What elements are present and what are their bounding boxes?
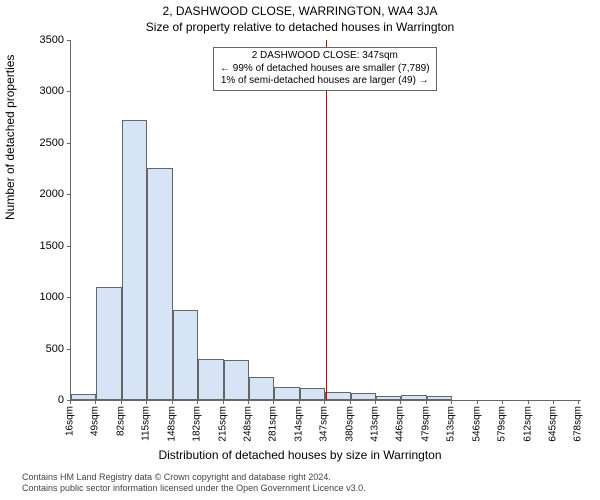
chart-title-address: 2, DASHWOOD CLOSE, WARRINGTON, WA4 3JA xyxy=(0,4,600,18)
histogram-bar xyxy=(325,392,350,400)
x-tick-label: 380sqm xyxy=(344,406,355,442)
y-tick-label: 1500 xyxy=(24,240,64,252)
histogram-bar xyxy=(71,394,96,400)
chart-title-subtitle: Size of property relative to detached ho… xyxy=(0,20,600,34)
histogram-bar xyxy=(274,387,299,400)
x-tick-mark xyxy=(350,400,351,404)
x-tick-label: 479sqm xyxy=(420,406,431,442)
y-tick-mark xyxy=(67,143,71,144)
y-tick-label: 2500 xyxy=(24,137,64,149)
x-tick-label: 513sqm xyxy=(446,406,457,442)
x-tick-label: 248sqm xyxy=(242,406,253,442)
x-tick-label: 678sqm xyxy=(573,406,584,442)
histogram-bar xyxy=(376,396,401,400)
x-tick-mark xyxy=(223,400,224,404)
x-axis-label: Distribution of detached houses by size … xyxy=(0,448,600,462)
y-tick-mark xyxy=(67,40,71,41)
x-tick-mark xyxy=(121,400,122,404)
x-tick-label: 612sqm xyxy=(522,406,533,442)
x-tick-mark xyxy=(70,400,71,404)
property-marker-line xyxy=(326,40,327,400)
x-tick-mark xyxy=(146,400,147,404)
x-tick-label: 82sqm xyxy=(115,406,126,436)
footer-line-2: Contains public sector information licen… xyxy=(22,483,366,494)
x-tick-mark xyxy=(324,400,325,404)
x-tick-label: 645sqm xyxy=(548,406,559,442)
y-tick-mark xyxy=(67,246,71,247)
y-tick-mark xyxy=(67,194,71,195)
x-tick-mark xyxy=(553,400,554,404)
x-tick-label: 281sqm xyxy=(268,406,279,442)
x-tick-mark xyxy=(273,400,274,404)
property-annotation: 2 DASHWOOD CLOSE: 347sqm← 99% of detache… xyxy=(213,47,437,91)
x-tick-mark xyxy=(248,400,249,404)
x-tick-label: 314sqm xyxy=(293,406,304,442)
x-tick-label: 347sqm xyxy=(319,406,330,442)
histogram-plot-area xyxy=(70,40,581,401)
x-tick-mark xyxy=(197,400,198,404)
histogram-bar xyxy=(427,396,452,400)
footer-line-1: Contains HM Land Registry data © Crown c… xyxy=(22,472,366,483)
x-tick-mark xyxy=(95,400,96,404)
x-tick-mark xyxy=(502,400,503,404)
y-tick-label: 3000 xyxy=(24,85,64,97)
y-tick-label: 2000 xyxy=(24,188,64,200)
x-tick-label: 49sqm xyxy=(90,406,101,436)
annotation-line: ← 99% of detached houses are smaller (7,… xyxy=(220,63,430,76)
x-tick-mark xyxy=(477,400,478,404)
x-tick-label: 16sqm xyxy=(65,406,76,436)
chart-footer: Contains HM Land Registry data © Crown c… xyxy=(22,472,366,494)
x-tick-mark xyxy=(299,400,300,404)
y-tick-label: 1000 xyxy=(24,291,64,303)
x-tick-label: 215sqm xyxy=(217,406,228,442)
histogram-bar xyxy=(300,388,325,400)
x-tick-label: 546sqm xyxy=(471,406,482,442)
x-tick-mark xyxy=(172,400,173,404)
x-tick-mark xyxy=(400,400,401,404)
histogram-bar xyxy=(147,168,172,400)
histogram-bar xyxy=(96,287,121,400)
x-tick-label: 579sqm xyxy=(497,406,508,442)
histogram-bar xyxy=(173,310,198,401)
y-tick-label: 3500 xyxy=(24,34,64,46)
x-tick-label: 446sqm xyxy=(395,406,406,442)
x-tick-label: 115sqm xyxy=(141,406,152,441)
histogram-bar xyxy=(122,120,147,400)
annotation-line: 2 DASHWOOD CLOSE: 347sqm xyxy=(220,50,430,63)
x-tick-mark xyxy=(528,400,529,404)
x-tick-label: 413sqm xyxy=(370,406,381,442)
annotation-line: 1% of semi-detached houses are larger (4… xyxy=(220,75,430,88)
x-tick-mark xyxy=(578,400,579,404)
x-tick-label: 182sqm xyxy=(192,406,203,442)
y-axis-label: Number of detached properties xyxy=(3,55,17,220)
histogram-bar xyxy=(198,359,223,400)
x-tick-label: 148sqm xyxy=(166,406,177,442)
histogram-bar xyxy=(249,377,274,400)
histogram-bar xyxy=(401,395,426,400)
x-tick-mark xyxy=(375,400,376,404)
y-tick-mark xyxy=(67,91,71,92)
y-tick-label: 500 xyxy=(24,343,64,355)
x-tick-mark xyxy=(451,400,452,404)
y-tick-label: 0 xyxy=(24,394,64,406)
y-tick-mark xyxy=(67,349,71,350)
y-tick-mark xyxy=(67,297,71,298)
histogram-bar xyxy=(224,360,249,400)
histogram-bar xyxy=(351,393,376,400)
x-tick-mark xyxy=(426,400,427,404)
